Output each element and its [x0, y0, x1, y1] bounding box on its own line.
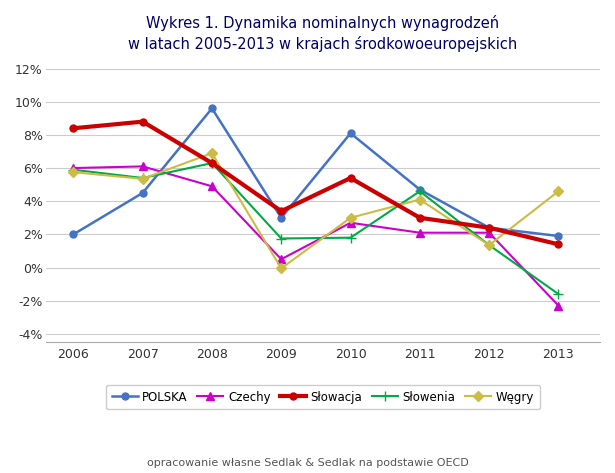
Słowenia — [347, 235, 354, 240]
Słowacja — [277, 208, 285, 214]
Węgry — [555, 188, 562, 194]
Słowenia — [277, 236, 285, 241]
POLSKA — [416, 187, 424, 193]
Czechy — [139, 164, 146, 169]
Węgry — [208, 150, 216, 156]
Czechy — [347, 220, 354, 226]
Line: Czechy: Czechy — [69, 162, 563, 310]
Czechy — [208, 184, 216, 189]
POLSKA — [485, 225, 493, 230]
Słowenia — [69, 167, 77, 173]
Line: POLSKA: POLSKA — [70, 105, 562, 239]
Słowacja — [139, 119, 146, 124]
Text: opracowanie własne Sedlak & Sedlak na podstawie OECD: opracowanie własne Sedlak & Sedlak na po… — [146, 458, 469, 468]
Line: Słowenia: Słowenia — [68, 158, 563, 299]
Słowacja — [555, 242, 562, 247]
Węgry — [485, 242, 493, 248]
Węgry — [69, 169, 77, 175]
POLSKA — [208, 105, 216, 111]
POLSKA — [139, 190, 146, 196]
Węgry — [277, 265, 285, 271]
Czechy — [277, 256, 285, 262]
Line: Słowacja: Słowacja — [70, 118, 562, 248]
Słowacja — [347, 175, 354, 181]
Węgry — [139, 176, 146, 182]
Słowacja — [416, 215, 424, 220]
POLSKA — [347, 131, 354, 136]
Węgry — [347, 215, 354, 220]
Czechy — [555, 303, 562, 308]
Słowenia — [139, 175, 146, 181]
Line: Węgry: Węgry — [70, 149, 562, 272]
POLSKA — [69, 231, 77, 237]
Słowenia — [485, 242, 493, 248]
Legend: POLSKA, Czechy, Słowacja, Słowenia, Węgry: POLSKA, Czechy, Słowacja, Słowenia, Węgr… — [106, 385, 540, 410]
Czechy — [416, 230, 424, 236]
POLSKA — [555, 233, 562, 239]
Czechy — [69, 165, 77, 171]
Słowacja — [208, 160, 216, 166]
Słowacja — [485, 225, 493, 230]
POLSKA — [277, 215, 285, 220]
Słowenia — [208, 160, 216, 166]
Słowenia — [416, 188, 424, 194]
Słowenia — [555, 291, 562, 297]
Czechy — [485, 230, 493, 236]
Title: Wykres 1. Dynamika nominalnych wynagrodzeń
w latach 2005-2013 w krajach środkowo: Wykres 1. Dynamika nominalnych wynagrodz… — [128, 15, 517, 52]
Słowacja — [69, 125, 77, 131]
Węgry — [416, 197, 424, 202]
